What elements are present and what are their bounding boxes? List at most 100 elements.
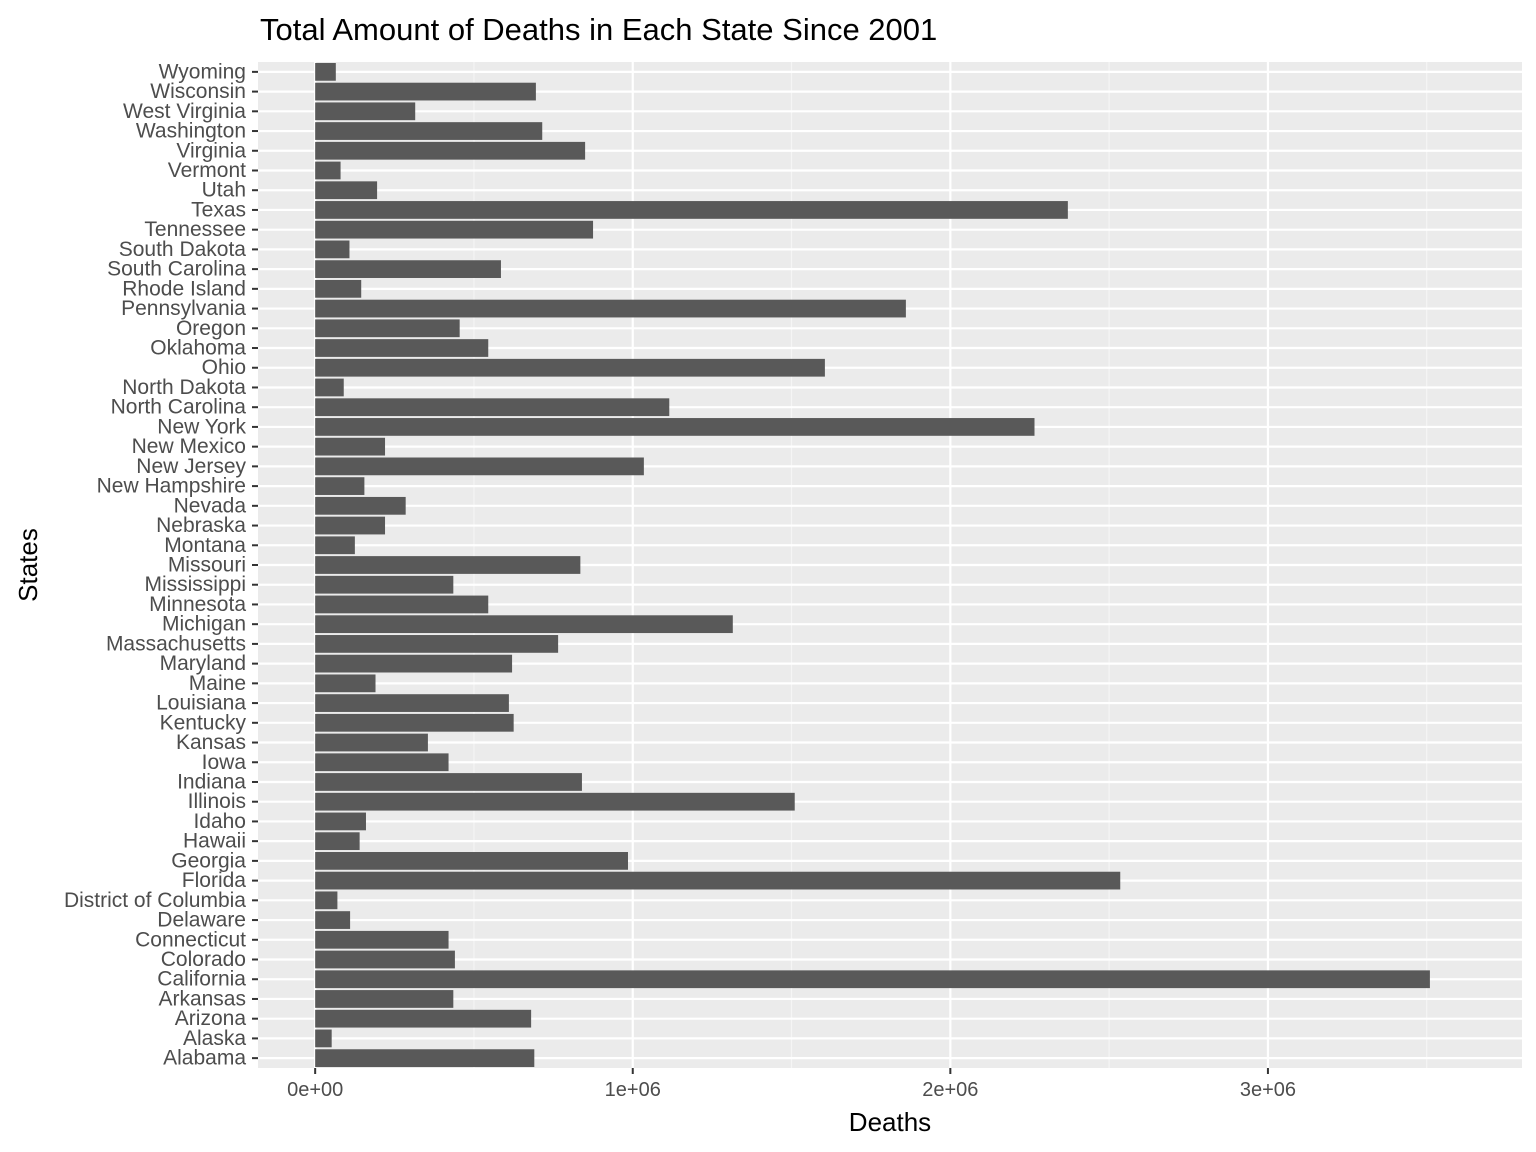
bar [315, 516, 386, 535]
bar [315, 990, 454, 1008]
bar [315, 753, 449, 772]
y-tick-label: South Dakota [119, 238, 247, 261]
bar [315, 773, 582, 791]
bar [315, 418, 1035, 436]
y-tick-label: Rhode Island [122, 277, 246, 300]
bar [315, 279, 362, 298]
bar [315, 891, 338, 910]
y-tick-label: Indiana [177, 770, 246, 793]
bar [315, 319, 460, 338]
y-tick-label: Mississippi [144, 573, 246, 596]
bar [315, 635, 559, 653]
x-tick-label: 3e+06 [1240, 1079, 1296, 1101]
bar [315, 437, 386, 456]
bar [315, 220, 594, 239]
y-tick-label: Michigan [162, 613, 246, 636]
y-tick-label: California [157, 968, 246, 991]
y-tick-label: District of Columbia [64, 889, 246, 912]
y-tick-label: Minnesota [149, 593, 246, 616]
chart-title: Total Amount of Deaths in Each State Sin… [260, 12, 937, 47]
y-axis: AlabamaAlaskaArizonaArkansasCaliforniaCo… [64, 60, 258, 1070]
bar [315, 299, 906, 318]
bar [315, 358, 825, 377]
y-tick-label: Missouri [168, 554, 246, 577]
y-tick-label: Illinois [188, 790, 246, 813]
bar [315, 674, 376, 693]
bar [315, 496, 406, 515]
bar [315, 792, 795, 811]
bar [315, 871, 1121, 890]
y-tick-label: Nebraska [156, 514, 246, 537]
y-tick-label: Oklahoma [150, 337, 246, 360]
bar [315, 575, 454, 594]
bar [315, 595, 489, 614]
bar [315, 82, 536, 101]
bar [315, 378, 344, 397]
x-tick-label: 0e+00 [287, 1079, 343, 1101]
x-axis-title: Deaths [849, 1107, 931, 1137]
bar [315, 102, 416, 121]
y-tick-label: Hawaii [183, 830, 246, 853]
bar [315, 832, 360, 851]
y-tick-label: New Hampshire [97, 475, 246, 498]
bar [315, 457, 644, 476]
bar [315, 1049, 535, 1068]
y-tick-label: Virginia [176, 139, 246, 162]
y-tick-label: South Carolina [107, 258, 246, 281]
bar [315, 970, 1430, 989]
y-tick-label: Idaho [193, 810, 246, 833]
bar [315, 852, 628, 870]
bar [315, 1029, 332, 1048]
y-tick-label: Pennsylvania [121, 297, 246, 320]
y-tick-label: Ohio [202, 356, 246, 379]
y-tick-label: Colorado [161, 948, 246, 971]
bar [315, 62, 336, 81]
y-tick-label: New York [157, 415, 246, 438]
y-tick-label: Oregon [176, 317, 246, 340]
y-tick-label: Massachusetts [106, 632, 246, 655]
bar [315, 615, 733, 634]
bar [315, 733, 428, 752]
y-tick-label: Arkansas [158, 987, 246, 1010]
bar [315, 141, 586, 160]
y-tick-label: Alabama [163, 1047, 246, 1070]
y-tick-label: Florida [182, 869, 247, 892]
bar [315, 536, 355, 555]
x-tick-label: 1e+06 [605, 1079, 661, 1101]
y-tick-label: West Virginia [123, 100, 246, 123]
y-tick-label: Utah [202, 179, 246, 202]
y-tick-label: Delaware [157, 909, 246, 932]
bar [315, 181, 378, 200]
y-tick-label: Maine [189, 672, 246, 695]
x-axis: 0e+00 1e+06 2e+06 3e+06 [287, 1068, 1296, 1101]
y-axis-title: States [13, 528, 43, 602]
bar [315, 339, 489, 357]
y-tick-label: Arizona [175, 1007, 247, 1030]
y-tick-label: Kansas [176, 731, 246, 754]
y-tick-label: Tennessee [144, 218, 246, 241]
y-tick-label: Wisconsin [150, 80, 246, 103]
bar [315, 201, 1068, 219]
bar [315, 260, 501, 278]
bar [315, 930, 449, 949]
y-tick-label: Vermont [168, 159, 246, 182]
y-tick-label: Alaska [183, 1027, 246, 1050]
bars [315, 62, 1430, 1068]
bar [315, 713, 514, 732]
y-tick-label: North Dakota [122, 376, 246, 399]
bar [315, 694, 509, 712]
bar [315, 240, 350, 259]
bar [315, 812, 366, 831]
y-tick-label: Washington [136, 120, 246, 143]
y-tick-label: New Jersey [136, 455, 246, 478]
y-tick-label: Iowa [202, 751, 247, 774]
y-tick-label: New Mexico [132, 435, 246, 458]
y-tick-label: Wyoming [159, 60, 246, 83]
bar [315, 1009, 532, 1028]
bar [315, 556, 581, 574]
bar [315, 654, 513, 673]
x-tick-label: 2e+06 [922, 1079, 978, 1101]
y-tick-label: Louisiana [156, 692, 246, 715]
